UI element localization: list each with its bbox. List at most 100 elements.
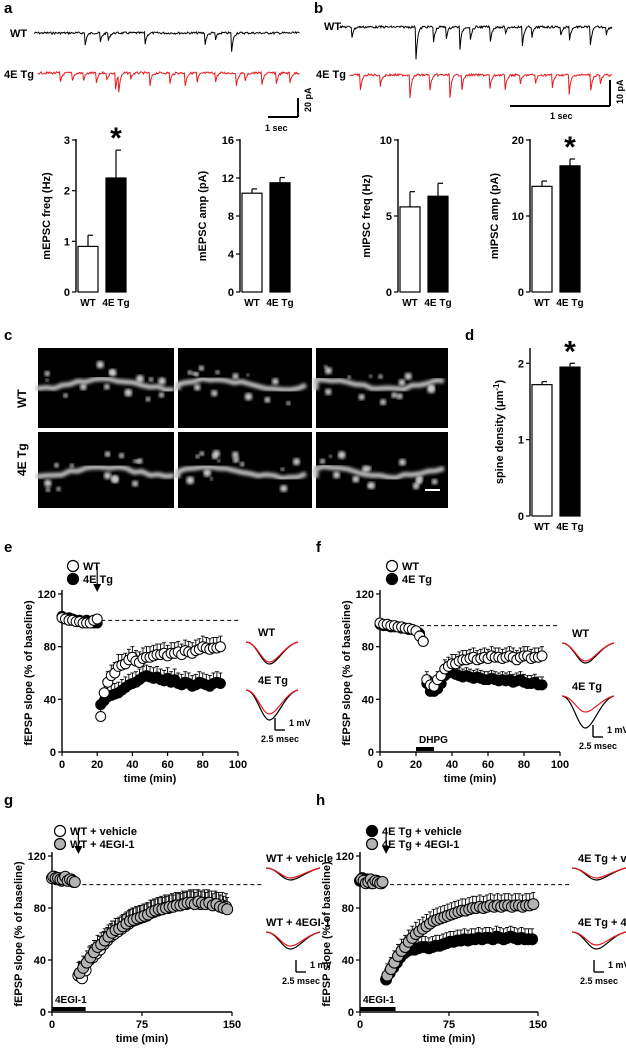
x-tick-label: 0 xyxy=(377,759,383,771)
y-axis-label: fEPSP slope (% of baseline) xyxy=(321,861,333,1007)
dendritic-spine xyxy=(118,453,125,459)
y-label-sup: -1 xyxy=(492,383,501,391)
legend-marker xyxy=(53,837,67,851)
dendritic-spine xyxy=(325,388,332,396)
waveform-red xyxy=(265,931,321,947)
bar-chart-mipsc-amp: 0 10 20 WT 4E Tg * mIPSC amp (pA) xyxy=(489,131,584,309)
dendrite xyxy=(313,376,445,392)
y-tick-label: 0 xyxy=(64,287,70,299)
dendritic-spine xyxy=(369,374,373,378)
y-tick-label: 0 xyxy=(386,287,392,299)
x-tick-label: 20 xyxy=(410,759,422,771)
stimulus-arrow-head xyxy=(74,846,83,854)
dendritic-spine xyxy=(358,394,365,401)
dendritic-spine xyxy=(378,374,383,379)
inset-label: 4E Tg + vehicle xyxy=(578,853,626,865)
inset-scale-y-label: 1 mV xyxy=(310,960,332,970)
y-tick-label: 16 xyxy=(222,135,234,147)
legend-marker xyxy=(66,572,80,586)
row-label-tg-c: 4E Tg xyxy=(15,443,29,476)
drug-application-bar xyxy=(360,1007,396,1011)
dendritic-spine xyxy=(187,370,193,375)
dendritic-spine xyxy=(96,360,104,369)
dendritic-spine xyxy=(199,451,205,456)
legend-label: 4E Tg + vehicle xyxy=(382,826,462,838)
trace-a-tg xyxy=(37,70,300,93)
dendritic-spine xyxy=(246,373,250,377)
trace-label-wt-b: WT xyxy=(324,21,341,33)
dendritic-spine xyxy=(232,451,239,459)
dendritic-spine xyxy=(427,385,436,394)
y-axis-label: mEPSC amp (pA) xyxy=(197,170,209,261)
category-label: WT xyxy=(534,522,550,533)
x-axis-label: time (min) xyxy=(116,1033,169,1045)
y-tick-label: 0 xyxy=(40,1007,46,1019)
x-tick-label: 80 xyxy=(518,759,530,771)
y-tick-label: 10 xyxy=(512,211,524,223)
waveform-black xyxy=(245,689,299,721)
x-tick-label: 40 xyxy=(446,759,458,771)
bar-wt xyxy=(399,206,421,293)
x-tick-label: 150 xyxy=(223,1019,241,1031)
x-tick-label: 100 xyxy=(229,759,247,771)
y-axis-label: fEPSP slope (% of baseline) xyxy=(13,861,25,1007)
y-tick-label: 80 xyxy=(362,642,374,654)
dendritic-spine xyxy=(44,370,50,377)
legend-label: 4E Tg xyxy=(402,574,432,586)
data-point xyxy=(214,641,226,653)
y-tick-label: 0 xyxy=(348,1007,354,1019)
bar-chart-mepsc-amp: 0 4 8 12 16 WT 4E Tg mEPSC amp (pA) xyxy=(197,135,294,309)
x-axis-label: time (min) xyxy=(423,1033,476,1045)
dendritic-spine xyxy=(391,392,398,399)
data-point xyxy=(376,876,389,888)
x-axis-label: time (min) xyxy=(124,773,177,785)
y-axis-label: mEPSC freq (Hz) xyxy=(41,172,53,260)
dendritic-spine xyxy=(398,458,406,466)
dendritic-spine xyxy=(63,393,68,398)
dendritic-spine xyxy=(239,461,245,467)
dendritic-spine xyxy=(367,484,371,488)
x-axis-label: time (min) xyxy=(444,773,497,785)
x-tick-label: 75 xyxy=(136,1019,148,1031)
y-tick-label: 120 xyxy=(356,589,374,601)
y-tick-label: 120 xyxy=(38,589,56,601)
x-tick-label: 75 xyxy=(443,1019,455,1031)
legend-marker xyxy=(53,824,67,838)
x-tick-label: 80 xyxy=(197,759,209,771)
dendritic-spine xyxy=(54,462,59,468)
y-tick-label: 120 xyxy=(28,851,46,863)
dendritic-spine xyxy=(416,475,423,482)
y-tick-label: 0 xyxy=(518,511,524,523)
dendritic-spine xyxy=(132,459,137,464)
category-label: WT xyxy=(534,298,550,309)
data-point xyxy=(98,687,110,699)
dendritic-spine xyxy=(195,372,199,376)
dendritic-spine xyxy=(292,458,301,466)
y-tick-label: 10 xyxy=(380,135,392,147)
scale-x-label-b: 1 sec xyxy=(550,111,573,121)
category-label: 4E Tg xyxy=(102,298,129,309)
dendritic-spine xyxy=(244,392,253,401)
y-axis-label: fEPSP slope (% of baseline) xyxy=(341,600,353,746)
dendritic-spine xyxy=(80,383,87,391)
waveform-red xyxy=(245,689,299,715)
y-tick-label: 1 xyxy=(518,435,524,447)
dendritic-spine xyxy=(45,487,51,493)
dendritic-spine xyxy=(215,370,220,375)
dendritic-spine xyxy=(380,399,387,406)
y-tick-label: 0 xyxy=(50,747,56,759)
scale-x-label-a: 1 sec xyxy=(265,123,288,133)
bar-4e-tg xyxy=(269,182,291,293)
x-tick-label: 40 xyxy=(126,759,138,771)
y-tick-label: 12 xyxy=(222,173,234,185)
y-label-main: spine density (μm xyxy=(494,390,506,484)
dendritic-spine xyxy=(109,369,114,375)
dendritic-spine xyxy=(337,451,346,459)
drug-application-bar xyxy=(52,1007,86,1011)
dendritic-spine xyxy=(158,392,165,398)
inset-label: WT xyxy=(258,627,275,639)
trace-b-wt xyxy=(339,24,613,60)
category-label: 4E Tg xyxy=(556,298,583,309)
inset-scale-y-label: 1 mV xyxy=(289,718,311,728)
